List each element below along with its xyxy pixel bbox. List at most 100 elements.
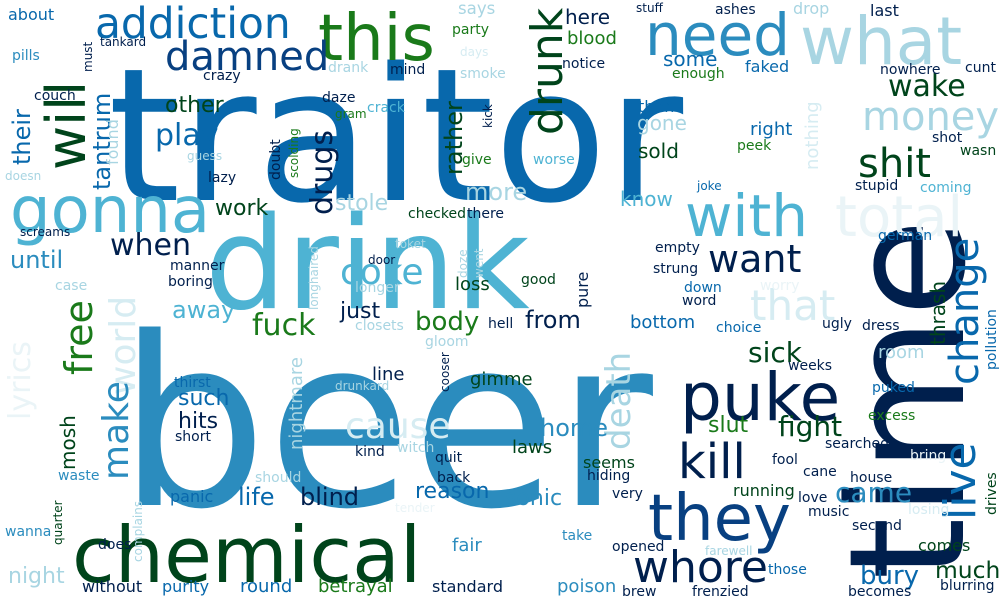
- word-fight: fight: [778, 410, 842, 443]
- word-betrayal: betrayal: [318, 576, 393, 597]
- word-stuff: stuff: [636, 1, 664, 15]
- word-about: about: [8, 5, 54, 24]
- word-worse: worse: [533, 152, 575, 168]
- word-room: room: [878, 342, 925, 363]
- word-cane: cane: [803, 464, 837, 480]
- word-joke: joke: [696, 179, 722, 193]
- word-farewell: farewell: [705, 544, 753, 558]
- word-tankard: tankard: [100, 35, 146, 49]
- word-panic: panic: [170, 487, 213, 506]
- word-puked: puked: [872, 380, 915, 396]
- word-home: home: [540, 414, 608, 442]
- word-music: music: [808, 504, 849, 520]
- word-gimme: gimme: [470, 369, 533, 390]
- word-sick: sick: [748, 336, 803, 369]
- word-bottom: bottom: [630, 312, 695, 333]
- word-what: what: [800, 3, 962, 80]
- word-poison: poison: [557, 576, 616, 597]
- word-damned: damned: [165, 34, 329, 80]
- word-time: time: [814, 219, 1000, 580]
- word-empty: empty: [655, 240, 700, 256]
- word-drunk: drunk: [522, 7, 573, 135]
- word-house: house: [850, 470, 892, 486]
- word-very: very: [612, 486, 643, 502]
- word-german: german: [878, 228, 932, 244]
- word-chemical: chemical: [72, 511, 421, 600]
- word-waste: waste: [58, 468, 99, 484]
- word-boring: boring: [168, 274, 213, 290]
- word-cause: cause: [345, 406, 451, 447]
- word-found: found: [103, 119, 122, 165]
- word-down: down: [684, 280, 722, 296]
- word-crack: crack: [367, 100, 406, 116]
- word-screams: screams: [20, 225, 70, 239]
- word-gloom: gloom: [425, 334, 469, 350]
- word-must: must: [81, 41, 95, 72]
- word-checked: checked: [408, 206, 466, 222]
- word-nowhere: nowhere: [880, 62, 940, 78]
- word-opened: opened: [612, 539, 664, 555]
- word-they: they: [648, 482, 791, 556]
- word-want: want: [708, 237, 801, 281]
- word-peek: peek: [737, 138, 772, 154]
- word-faked: faked: [745, 57, 789, 76]
- word-pills: pills: [12, 48, 40, 64]
- word-blurring: blurring: [940, 578, 995, 594]
- word-longer: longer: [355, 280, 400, 296]
- word-seems: seems: [583, 453, 635, 472]
- word-lyrics: lyrics: [3, 341, 38, 420]
- word-such: such: [178, 386, 229, 411]
- word-wasn: wasn: [960, 143, 996, 159]
- word-tantrum: tantrum: [88, 93, 116, 190]
- word-much: much: [935, 556, 1000, 584]
- word-coke: coke: [340, 252, 424, 293]
- word-last: last: [870, 1, 899, 20]
- word-reason: reason: [415, 479, 489, 504]
- word-good: good: [521, 272, 556, 288]
- word-running: running: [733, 481, 795, 500]
- word-smoke: smoke: [460, 66, 506, 82]
- word-those: those: [768, 562, 807, 578]
- word-gram: gram: [335, 107, 367, 121]
- word-gonna: gonna: [10, 174, 210, 248]
- word-just: just: [339, 299, 381, 324]
- word-shot: shot: [932, 130, 963, 146]
- word-crazy: crazy: [203, 68, 241, 84]
- word-mosh: mosh: [56, 415, 80, 470]
- word-addiction: addiction: [95, 0, 291, 48]
- word-drop: drop: [793, 0, 829, 18]
- word-witch: witch: [397, 440, 434, 456]
- word-nothing: nothing: [802, 101, 823, 170]
- word-closets: closets: [355, 318, 404, 334]
- word-with: with: [685, 182, 808, 250]
- word-line: line: [372, 364, 404, 385]
- word-drank: drank: [328, 60, 369, 76]
- word-pollution: pollution: [984, 309, 1000, 370]
- word-should: should: [255, 470, 301, 486]
- word-losing: losing: [908, 502, 949, 518]
- word-nightmare: nightmare: [286, 357, 307, 450]
- word-slut: slut: [708, 413, 749, 438]
- word-ashes: ashes: [715, 2, 756, 18]
- word-thirst: thirst: [174, 375, 211, 391]
- word-drives: drives: [984, 472, 1000, 515]
- word-back: back: [437, 470, 471, 486]
- word-quit: quit: [435, 450, 463, 466]
- word-complains: complains: [131, 501, 145, 562]
- word-when: when: [110, 228, 191, 263]
- word-tender: tender: [395, 501, 435, 515]
- word-death: death: [599, 352, 639, 450]
- word-door: door: [368, 253, 395, 267]
- word-notice: notice: [562, 56, 605, 72]
- word-shit: shit: [858, 141, 931, 187]
- word-give: give: [462, 152, 492, 168]
- word-kill: kill: [678, 434, 746, 490]
- word-short: short: [175, 429, 211, 445]
- word-than: than: [638, 97, 674, 116]
- word-enough: enough: [672, 66, 725, 82]
- word-hits: hits: [178, 409, 218, 434]
- word-love: love: [798, 490, 827, 506]
- word-mind: mind: [390, 62, 425, 78]
